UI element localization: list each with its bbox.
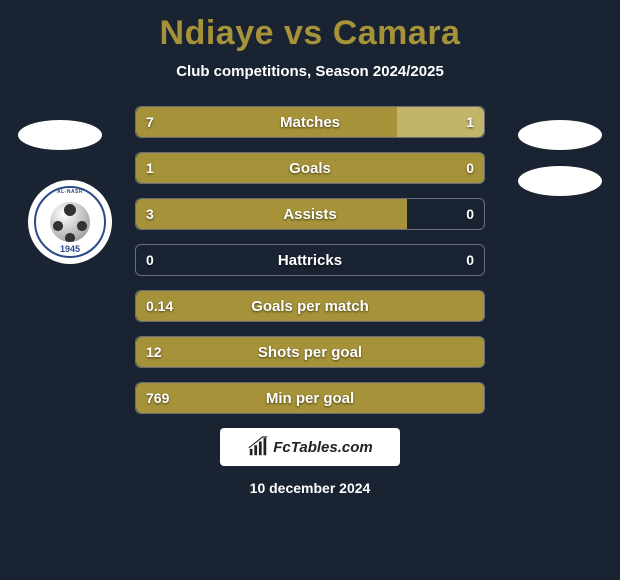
stat-bar-left [136,199,407,229]
watermark-badge: FcTables.com [220,428,400,466]
comparison-content: AL-NASR 1945 71Matches10Goals30Assists00… [0,106,620,496]
stat-value-left: 0 [146,245,154,275]
stat-bars-container: 71Matches10Goals30Assists00Hattricks0.14… [135,106,485,414]
stat-bar-left [136,291,484,321]
stat-row: 30Assists [135,198,485,230]
player2-logo-2 [518,166,602,250]
al-nasr-text: AL-NASR [57,189,83,195]
stat-bar-right [397,107,484,137]
stat-value-right: 0 [466,199,474,229]
al-nasr-year: 1945 [60,244,80,254]
soccer-ball-icon [50,202,90,242]
stat-row: 71Matches [135,106,485,138]
stat-row: 12Shots per goal [135,336,485,368]
stat-row: 0.14Goals per match [135,290,485,322]
page-title: Ndiaye vs Camara [0,0,620,53]
stat-row: 10Goals [135,152,485,184]
player1-logo-2: AL-NASR 1945 [28,180,112,264]
stat-bar-left [136,107,397,137]
stat-bar-left [136,383,484,413]
page-subtitle: Club competitions, Season 2024/2025 [0,63,620,80]
watermark-text: FcTables.com [273,439,372,456]
stat-bar-left [136,153,484,183]
ellipse-logo [518,166,602,196]
date-label: 10 december 2024 [0,480,620,496]
al-nasr-logo: AL-NASR 1945 [28,180,112,264]
ellipse-logo [518,120,602,150]
stat-row: 0 0Hattricks [135,244,485,276]
chart-icon [247,436,269,458]
stat-label: Hattricks [136,245,484,275]
stat-value-right: 0 [466,245,474,275]
stat-row: 769Min per goal [135,382,485,414]
ellipse-logo [18,120,102,150]
stat-bar-left [136,337,484,367]
